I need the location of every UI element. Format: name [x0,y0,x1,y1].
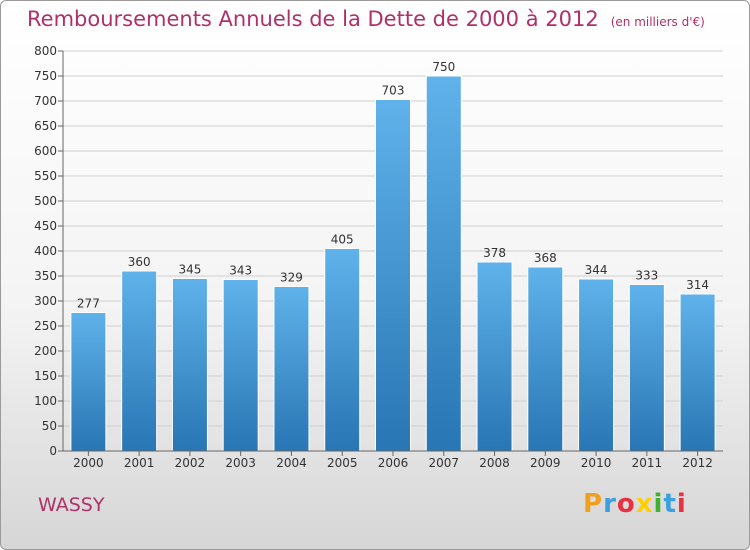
bar [476,261,513,452]
data-label: 344 [585,263,608,277]
data-label: 277 [77,297,100,311]
logo-letter: i [676,489,687,519]
x-tick-label: 2001 [124,456,155,470]
y-tick-label: 350 [34,269,57,283]
y-tick-label: 150 [34,369,57,383]
bar [70,312,107,452]
data-label: 343 [229,264,252,278]
y-tick-label: 500 [34,194,57,208]
bar [628,284,665,452]
logo-letter: x [635,489,654,519]
x-tick-label: 2006 [378,456,409,470]
y-tick-label: 800 [34,44,57,58]
data-label: 333 [635,269,658,283]
data-label: 703 [382,84,405,98]
bar [171,278,208,452]
bar [679,293,716,452]
data-labels: 277 360 345 343 329 405 703 750 378 368 344 333 314 [77,60,709,311]
x-tick-label: 2010 [581,456,612,470]
y-tick-label: 0 [49,444,57,458]
logo-letter: o [616,489,636,519]
bar [222,279,259,452]
data-label: 329 [280,271,303,285]
x-tick-label: 2012 [682,456,713,470]
data-label: 360 [128,255,151,269]
logo-letter: r [603,489,617,519]
data-label: 750 [432,60,455,74]
logo-letter: i [653,489,664,519]
y-tick-label: 50 [42,419,57,433]
y-tick-label: 600 [34,144,57,158]
data-label: 345 [178,263,201,277]
bar [273,286,310,452]
bar [425,75,462,452]
x-tick-label: 2005 [327,456,358,470]
x-tick-label: 2007 [428,456,459,470]
x-tick-label: 2011 [632,456,663,470]
y-tick-label: 400 [34,244,57,258]
chart-title: Remboursements Annuels de la Dette de 20… [27,7,705,31]
data-label: 405 [331,233,354,247]
bar [375,99,411,452]
proxiti-logo[interactable]: Proxiti [583,489,687,519]
y-tick-label: 250 [34,319,57,333]
axes [62,51,723,452]
data-label: 368 [534,251,557,265]
y-tick-label: 100 [34,394,57,408]
x-tick-label: 2009 [530,456,561,470]
y-tick-label: 450 [34,219,57,233]
x-tick-label: 2000 [73,456,104,470]
y-tick-label: 300 [34,294,57,308]
y-tick-labels: 0 50 100 150 200 250 300 350 400 450 500 550 600 650 7… [34,44,57,458]
bar [527,266,564,452]
y-tick-label: 700 [34,94,57,108]
x-tick-label: 2008 [479,456,510,470]
bar [324,248,361,452]
y-tick-label: 200 [34,344,57,358]
data-label: 378 [483,246,506,260]
x-tick-labels: 2000 2001 2002 2003 2004 2005 2006 2007 2008 2009… [73,451,713,470]
logo-letter: P [583,489,604,519]
bar [121,270,158,452]
data-label: 314 [686,278,709,292]
chart-subtitle: (en milliers d'€) [610,15,705,29]
bars [70,75,716,452]
y-tick-label: 650 [34,119,57,133]
place-name: WASSY [38,494,105,516]
x-tick-label: 2004 [276,456,307,470]
x-tick-label: 2003 [225,456,256,470]
logo-letter: t [663,489,677,519]
y-tick-label: 750 [34,69,57,83]
x-tick-label: 2002 [175,456,206,470]
title-text: Remboursements Annuels de la Dette de 20… [27,7,599,31]
bar [578,278,615,452]
y-tick-label: 550 [34,169,57,183]
